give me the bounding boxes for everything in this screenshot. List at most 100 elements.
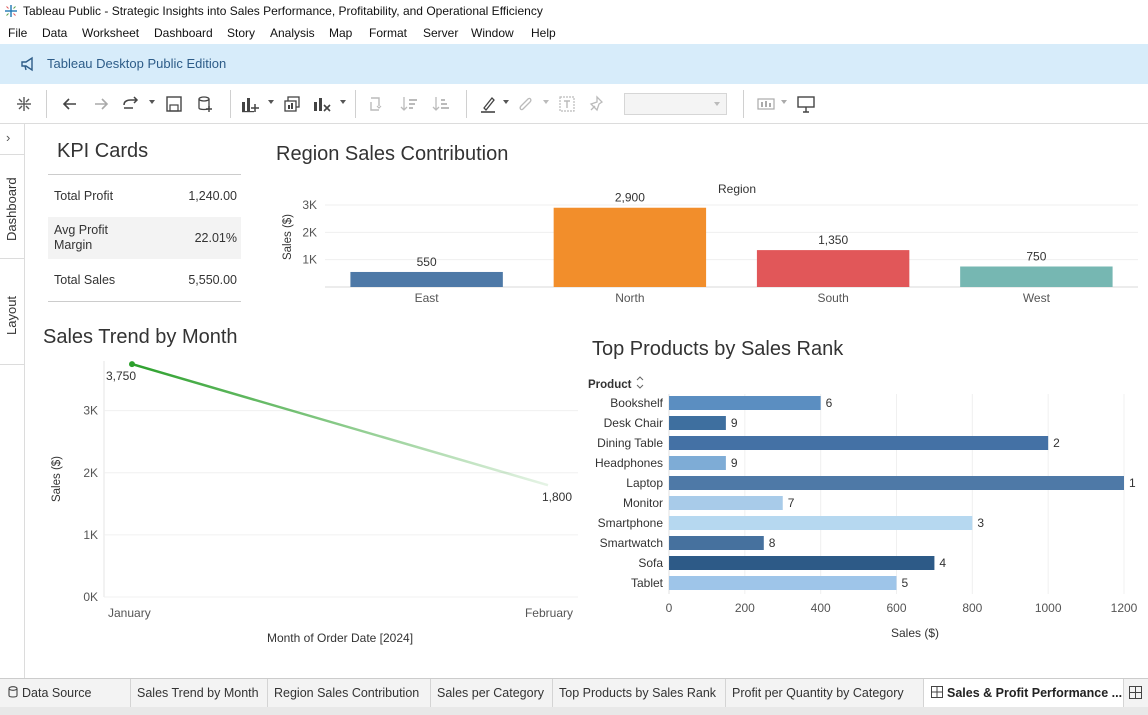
menu-dashboard[interactable]: Dashboard <box>154 26 213 40</box>
clear-sheet-icon[interactable] <box>312 94 332 114</box>
tableau-logo-icon <box>5 5 17 17</box>
products-rank-label: 9 <box>731 416 738 430</box>
menu-worksheet[interactable]: Worksheet <box>82 26 140 40</box>
products-category-label: Dining Table <box>597 436 663 450</box>
trend-y-tick: 0K <box>83 590 98 604</box>
region-bar[interactable] <box>350 271 503 287</box>
menu-help[interactable]: Help <box>531 26 556 40</box>
status-bar <box>0 707 1148 715</box>
trend-point[interactable] <box>129 361 135 368</box>
products-chart-title: Top Products by Sales Rank <box>592 338 844 360</box>
region-bar-label: 1,350 <box>818 233 848 247</box>
kpi-label: Avg Profit Margin <box>54 223 108 252</box>
products-category-label: Monitor <box>623 496 663 510</box>
trend-y-tick: 3K <box>83 404 98 418</box>
trend-chart: Sales ($) Month of Order Date [2024] 0K 1… <box>51 361 578 645</box>
new-data-source-icon[interactable] <box>195 94 215 114</box>
tab-layout[interactable]: Layout <box>0 259 25 365</box>
highlight-pen-icon[interactable] <box>478 94 498 114</box>
products-category-label: Smartwatch <box>600 536 663 550</box>
products-x-tick: 1000 <box>1035 601 1062 615</box>
menu-bar: File Data Worksheet Dashboard Story Anal… <box>0 22 1148 44</box>
menu-format[interactable]: Format <box>369 26 408 40</box>
new-worksheet-icon[interactable] <box>240 94 260 114</box>
kpi-row: Total Profit 1,240.00 <box>48 175 241 217</box>
tab-dashboard[interactable]: Dashboard <box>0 154 25 259</box>
tab-dashboard-label: Dashboard <box>4 177 19 241</box>
window-title: Tableau Public - Strategic Insights into… <box>23 4 543 18</box>
tab-sales-profit-performance-label: Sales & Profit Performance ... <box>947 686 1123 700</box>
trend-line[interactable] <box>131 362 549 487</box>
products-bar[interactable] <box>669 516 973 530</box>
tab-sales-profit-performance[interactable]: Sales & Profit Performance ... <box>924 679 1124 708</box>
tab-top-products[interactable]: Top Products by Sales Rank <box>553 679 726 708</box>
products-category-label: Smartphone <box>598 516 664 530</box>
region-bar-label: 2,900 <box>615 191 645 205</box>
products-rank-label: 8 <box>769 536 776 550</box>
menu-analysis[interactable]: Analysis <box>270 26 315 40</box>
tab-sales-per-category[interactable]: Sales per Category <box>431 679 553 708</box>
products-bar[interactable] <box>669 416 726 430</box>
new-worksheet-tab-button[interactable] <box>1124 679 1148 708</box>
menu-data[interactable]: Data <box>42 26 68 40</box>
menu-window[interactable]: Window <box>471 26 514 40</box>
region-x-tick: South <box>817 291 848 305</box>
menu-file[interactable]: File <box>8 26 28 40</box>
show-labels-icon <box>557 94 577 114</box>
trend-y-tick: 2K <box>83 466 98 480</box>
region-bar[interactable] <box>553 207 707 287</box>
products-bar[interactable] <box>669 476 1124 490</box>
kpi-value: 1,240.00 <box>188 189 237 203</box>
products-rank-label: 3 <box>977 516 984 530</box>
region-y-tick: 1K <box>302 253 317 267</box>
save-icon[interactable] <box>164 94 184 114</box>
region-x-tick: West <box>1023 291 1051 305</box>
kpi-row: Total Sales 5,550.00 <box>48 259 241 301</box>
kpi-value: 5,550.00 <box>188 273 237 287</box>
kpi-value: 22.01% <box>194 231 237 245</box>
tab-top-products-label: Top Products by Sales Rank <box>559 686 717 700</box>
sort-icon[interactable] <box>636 376 644 389</box>
region-y-axis-label: Sales ($) <box>282 214 294 260</box>
region-chart-title: Region Sales Contribution <box>276 143 509 165</box>
products-bar[interactable] <box>669 536 764 550</box>
back-arrow-icon[interactable] <box>60 94 80 114</box>
products-bar[interactable] <box>669 396 821 410</box>
presentation-mode-icon[interactable] <box>796 94 816 114</box>
chevron-right-icon[interactable]: › <box>6 130 11 145</box>
menu-map[interactable]: Map <box>329 26 353 40</box>
region-bar[interactable] <box>960 266 1113 288</box>
tab-sales-per-category-label: Sales per Category <box>437 686 545 700</box>
redo-icon[interactable] <box>121 94 141 114</box>
products-rank-label: 2 <box>1053 436 1060 450</box>
trend-x-tick: February <box>525 606 573 620</box>
edition-banner: Tableau Desktop Public Edition <box>0 44 1148 84</box>
products-bar[interactable] <box>669 556 935 570</box>
tab-region-sales[interactable]: Region Sales Contribution <box>268 679 431 708</box>
region-bar-label: 550 <box>417 255 437 269</box>
forward-arrow-icon[interactable] <box>91 94 111 114</box>
products-bar[interactable] <box>669 496 783 510</box>
tab-profit-per-quantity[interactable]: Profit per Quantity by Category <box>726 679 924 708</box>
region-bar[interactable] <box>756 250 910 287</box>
show-me-dropdown[interactable] <box>624 93 727 115</box>
menu-server[interactable]: Server <box>423 26 459 40</box>
products-category-label: Desk Chair <box>604 416 663 430</box>
products-bar[interactable] <box>669 576 897 590</box>
trend-point-label: 1,800 <box>542 490 572 504</box>
products-rank-label: 6 <box>826 396 833 410</box>
products-bar[interactable] <box>669 456 726 470</box>
trend-y-tick: 1K <box>83 528 98 542</box>
sort-ascending-icon <box>399 94 419 114</box>
sort-descending-icon <box>431 94 451 114</box>
tab-sales-trend[interactable]: Sales Trend by Month <box>131 679 268 708</box>
duplicate-sheet-icon[interactable] <box>282 94 302 114</box>
tableau-home-icon[interactable] <box>14 94 34 114</box>
tab-region-sales-label: Region Sales Contribution <box>274 686 420 700</box>
tab-data-source[interactable]: Data Source <box>0 679 131 708</box>
products-row-header: Product <box>588 379 632 391</box>
products-bar[interactable] <box>669 436 1049 450</box>
region-y-tick: 3K <box>302 198 317 212</box>
products-category-label: Headphones <box>595 456 663 470</box>
menu-story[interactable]: Story <box>227 26 256 40</box>
